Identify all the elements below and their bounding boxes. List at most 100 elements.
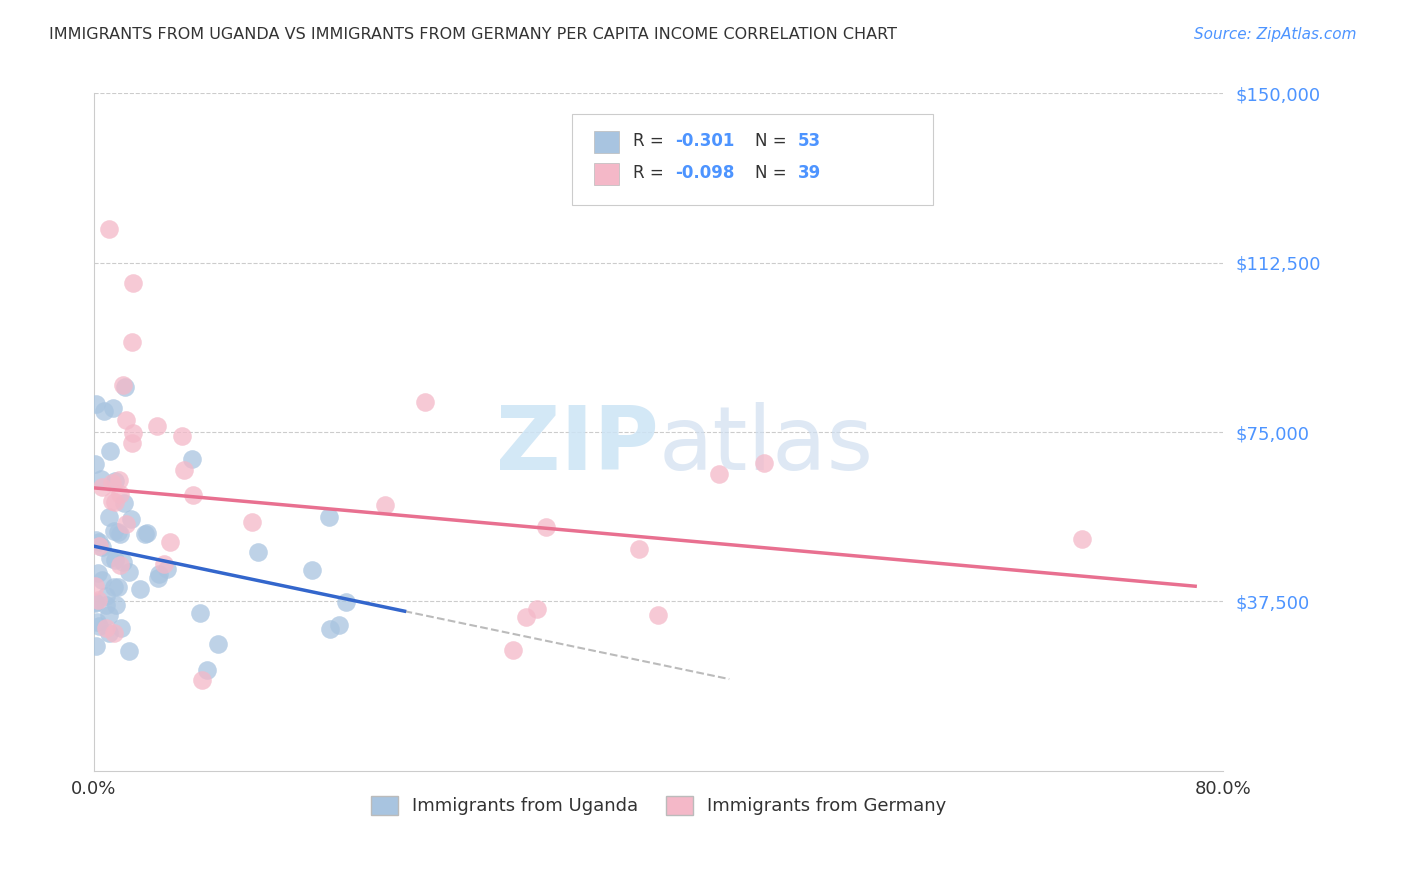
Point (114, 517, 136, 532)
Point (415, 394, 437, 409)
Point (105, 598, 128, 612)
Point (96, 589, 118, 603)
Point (94, 599, 117, 613)
Point (188, 606, 211, 620)
Point (104, 495, 127, 509)
Point (84, 458, 107, 472)
Point (128, 582, 150, 596)
Point (98, 550, 121, 565)
Text: R =: R = (633, 164, 669, 182)
Point (86, 592, 108, 607)
Point (181, 488, 204, 502)
Point (100, 444, 122, 458)
Text: R =: R = (633, 132, 669, 150)
Point (121, 436, 143, 450)
Point (112, 555, 135, 569)
Point (84, 596, 107, 610)
Point (647, 607, 669, 622)
Point (112, 496, 135, 510)
Point (91, 540, 114, 554)
Point (108, 473, 131, 487)
Point (247, 545, 270, 559)
Point (335, 594, 357, 608)
Point (97, 510, 120, 524)
Point (90, 573, 112, 587)
Point (110, 527, 132, 541)
Point (627, 542, 650, 557)
Text: 53: 53 (797, 132, 821, 150)
Text: atlas: atlas (658, 402, 873, 489)
Point (108, 558, 131, 572)
Point (103, 524, 125, 539)
Point (152, 558, 174, 572)
Text: -0.098: -0.098 (676, 164, 735, 182)
Point (145, 419, 167, 434)
Point (98, 608, 121, 623)
Point (752, 456, 775, 470)
Point (374, 498, 396, 512)
Point (134, 527, 156, 541)
Text: IMMIGRANTS FROM UGANDA VS IMMIGRANTS FROM GERMANY PER CAPITA INCOME CORRELATION : IMMIGRANTS FROM UGANDA VS IMMIGRANTS FRO… (49, 27, 897, 42)
Point (135, 526, 157, 541)
Point (87, 534, 110, 549)
Point (103, 580, 125, 594)
Point (93, 403, 115, 417)
Point (191, 673, 214, 688)
Point (181, 452, 204, 467)
Point (122, 426, 145, 441)
Legend: Immigrants from Uganda, Immigrants from Germany: Immigrants from Uganda, Immigrants from … (364, 789, 953, 822)
Point (101, 494, 124, 508)
Point (100, 476, 122, 491)
Point (104, 474, 127, 488)
Point (96, 621, 118, 635)
Point (84, 640, 107, 654)
Point (89, 539, 111, 553)
Text: Source: ZipAtlas.com: Source: ZipAtlas.com (1194, 27, 1357, 42)
Point (90, 472, 112, 486)
Point (89, 619, 111, 633)
Point (97, 222, 120, 236)
Point (207, 637, 229, 651)
Point (156, 562, 179, 576)
FancyBboxPatch shape (595, 163, 619, 185)
Text: 39: 39 (797, 164, 821, 182)
Point (110, 621, 132, 635)
Point (318, 510, 340, 524)
Point (159, 535, 181, 549)
Point (103, 401, 125, 415)
Point (121, 276, 143, 290)
Point (502, 642, 524, 657)
Point (111, 377, 134, 392)
Point (91, 480, 114, 494)
Point (195, 663, 218, 677)
Point (87, 566, 110, 580)
Point (707, 467, 730, 482)
Text: N =: N = (755, 164, 792, 182)
Point (107, 580, 129, 594)
FancyBboxPatch shape (595, 131, 619, 153)
Point (108, 487, 131, 501)
Point (1071, 532, 1094, 546)
Text: -0.301: -0.301 (676, 132, 735, 150)
Point (534, 520, 557, 534)
Text: N =: N = (755, 132, 792, 150)
Point (114, 380, 136, 394)
Point (117, 566, 139, 580)
Point (173, 463, 195, 477)
Point (98, 626, 121, 640)
Point (148, 566, 170, 581)
Point (118, 644, 141, 658)
Point (86, 397, 108, 411)
FancyBboxPatch shape (572, 113, 934, 205)
Point (121, 334, 143, 349)
Point (86, 615, 108, 630)
Point (148, 571, 170, 585)
Point (172, 429, 194, 443)
Point (104, 553, 127, 567)
Point (84, 533, 107, 548)
Point (107, 525, 129, 540)
Point (526, 601, 548, 615)
Point (240, 515, 263, 529)
Point (301, 563, 323, 577)
Point (328, 617, 350, 632)
